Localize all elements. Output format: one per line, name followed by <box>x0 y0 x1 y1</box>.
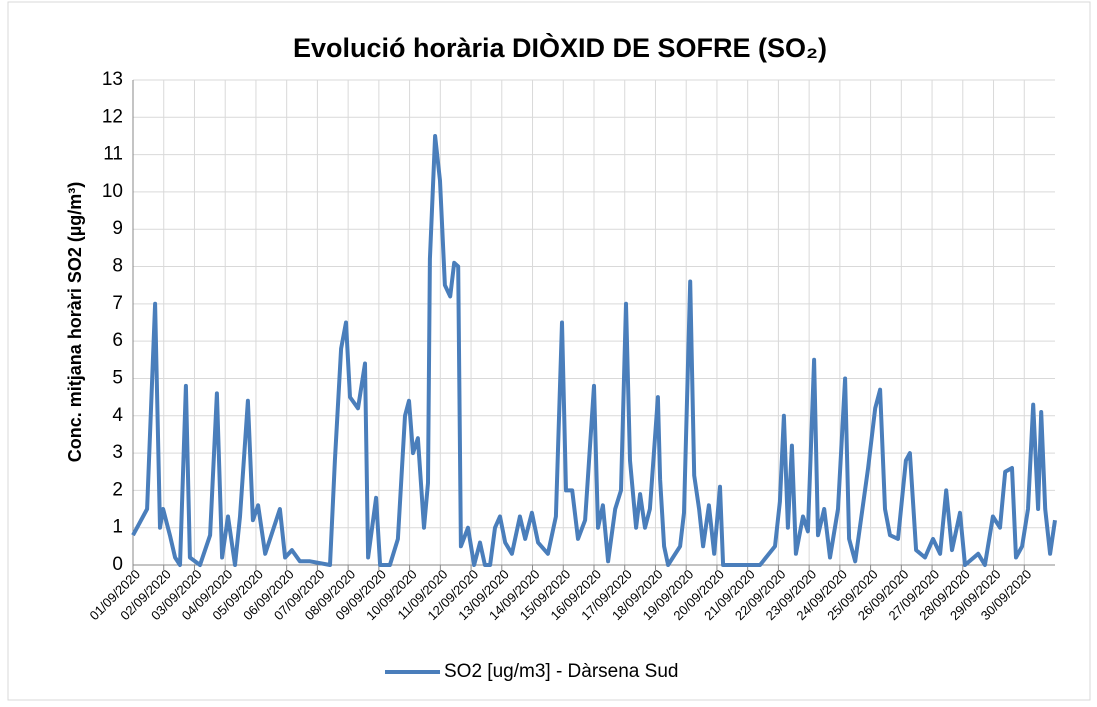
data-line <box>131 134 1057 567</box>
y-tick-label: 8 <box>112 256 123 277</box>
y-tick-label: 3 <box>112 442 123 463</box>
y-axis-label: Conc. mitjana horàri SO2 (µg/m³) <box>65 182 85 462</box>
y-tick-label: 2 <box>112 479 123 500</box>
y-tick-label: 6 <box>112 330 123 351</box>
y-tick-label: 5 <box>112 367 123 388</box>
y-tick-label: 12 <box>102 106 123 127</box>
legend-label: SO2 [ug/m3] - Dàrsena Sud <box>444 661 678 682</box>
y-tick-label: 9 <box>112 218 123 239</box>
y-tick-label: 10 <box>102 181 123 202</box>
y-tick-label: 0 <box>112 554 123 575</box>
y-tick-label: 13 <box>102 69 123 90</box>
y-tick-label: 1 <box>112 517 123 538</box>
y-tick-label: 4 <box>112 405 123 426</box>
y-tick-label: 7 <box>112 293 123 314</box>
chart-title: Evolució horària DIÒXID DE SOFRE (SO₂) <box>293 32 827 63</box>
y-tick-label: 11 <box>103 144 123 165</box>
chart-border <box>7 1 1091 701</box>
